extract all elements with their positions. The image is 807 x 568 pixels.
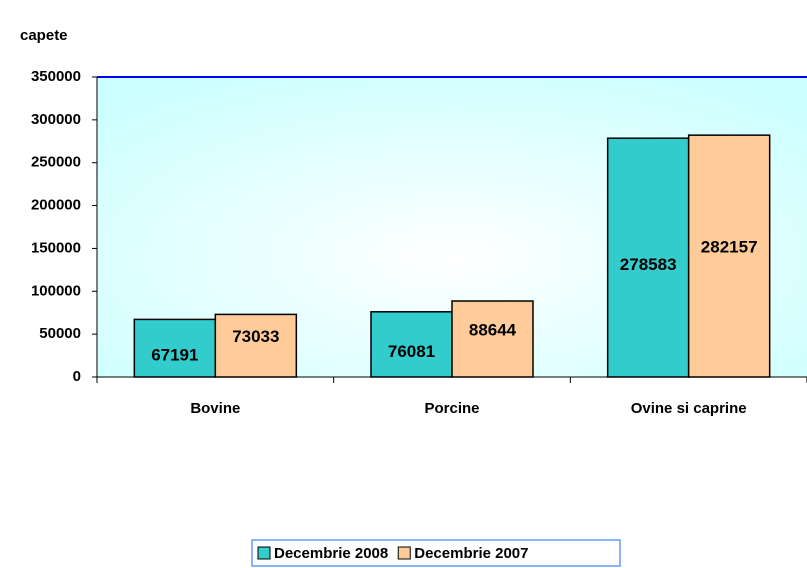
legend-swatch bbox=[257, 546, 271, 560]
y-tick-label: 50000 bbox=[39, 325, 81, 342]
bar bbox=[687, 134, 771, 378]
y-tick-label: 100000 bbox=[31, 282, 81, 299]
data-label: 88644 bbox=[469, 320, 517, 339]
legend-label: Decembrie 2007 bbox=[414, 545, 528, 562]
data-label: 76081 bbox=[388, 342, 435, 361]
y-tick-label: 350000 bbox=[31, 68, 81, 85]
data-label: 73033 bbox=[232, 327, 279, 346]
y-tick-label: 150000 bbox=[31, 239, 81, 256]
legend bbox=[251, 539, 621, 567]
y-tick-label: 0 bbox=[73, 368, 81, 385]
bar bbox=[451, 300, 534, 378]
y-axis-label: capete bbox=[20, 27, 68, 44]
data-label: 278583 bbox=[620, 255, 677, 274]
bar bbox=[606, 137, 690, 378]
data-label: 67191 bbox=[151, 346, 198, 365]
y-tick-label: 200000 bbox=[31, 197, 81, 214]
x-tick-label: Porcine bbox=[424, 400, 479, 417]
y-tick-label: 300000 bbox=[31, 111, 81, 128]
bar bbox=[214, 313, 298, 378]
data-label: 282157 bbox=[701, 238, 758, 257]
x-tick-label: Bovine bbox=[190, 400, 240, 417]
x-tick-label: Ovine si caprine bbox=[631, 400, 747, 417]
legend-label: Decembrie 2008 bbox=[274, 545, 388, 562]
legend-swatch bbox=[397, 546, 411, 560]
y-tick-label: 250000 bbox=[31, 154, 81, 171]
